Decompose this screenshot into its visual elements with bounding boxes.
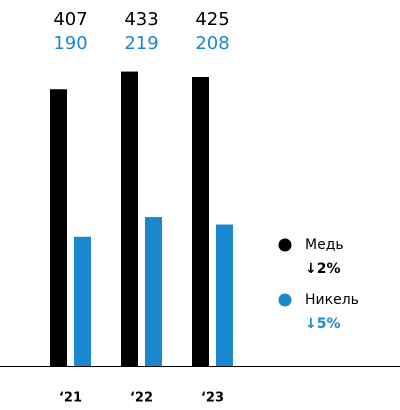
legend-marker <box>278 293 292 307</box>
legend-change: ↓2% <box>305 261 341 277</box>
value-label: 190 <box>53 33 87 54</box>
legend-marker <box>278 238 292 252</box>
value-label: 208 <box>195 33 229 54</box>
legend-change: ↓5% <box>305 316 341 332</box>
bar <box>50 89 67 367</box>
value-label: 433 <box>124 9 158 30</box>
value-label: 219 <box>124 33 158 54</box>
bar <box>74 236 91 366</box>
value-label: 407 <box>53 9 87 30</box>
legend-label: Никель <box>305 292 359 308</box>
bar <box>145 217 162 366</box>
legend-label: Медь <box>305 237 344 253</box>
value-label: 425 <box>195 9 229 30</box>
x-tick-label: ‘21 <box>59 391 82 406</box>
x-tick-label: ‘22 <box>130 391 153 406</box>
bar <box>216 224 233 366</box>
bar <box>121 71 138 366</box>
bar <box>192 77 209 366</box>
x-tick-label: ‘23 <box>201 391 224 406</box>
